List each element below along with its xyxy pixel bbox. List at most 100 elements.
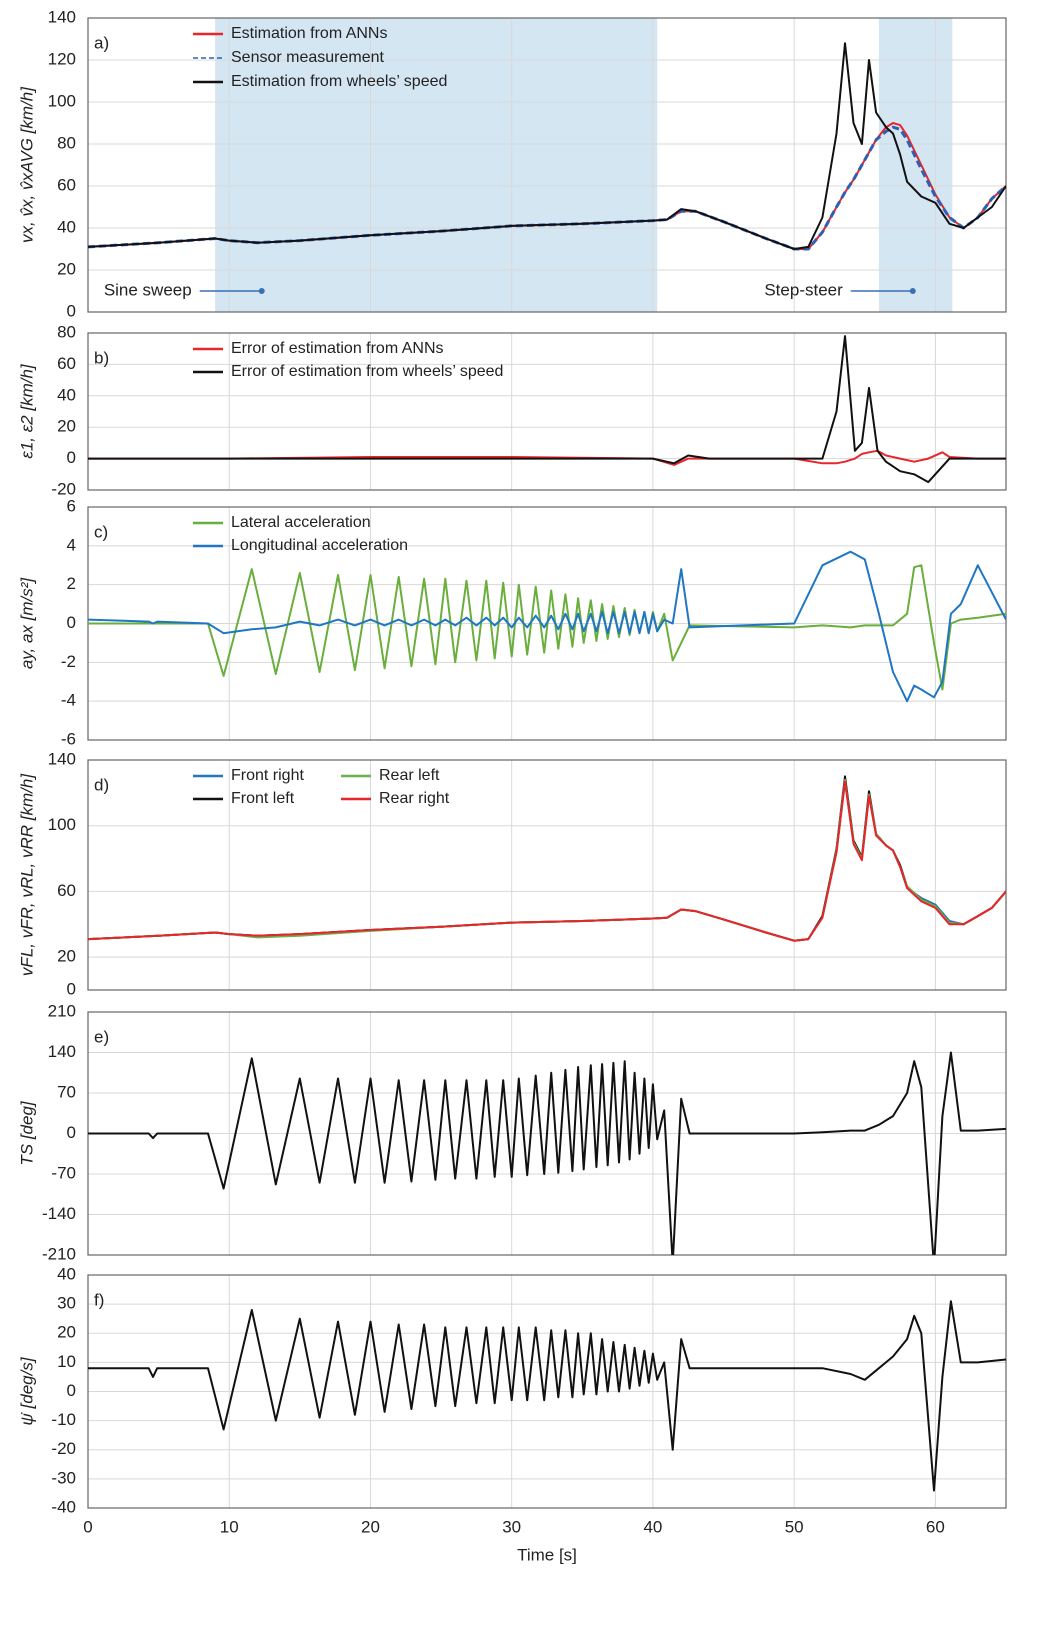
y-tick-label: -20 bbox=[51, 1439, 76, 1458]
y-tick-label: 0 bbox=[67, 1123, 76, 1142]
series-line bbox=[88, 780, 1006, 942]
y-tick-label: -30 bbox=[51, 1468, 76, 1487]
y-tick-label: -4 bbox=[61, 691, 76, 710]
legend-label: Estimation from wheels’ speed bbox=[231, 73, 447, 90]
y-axis-label: vFL, vFR, vRL, vRR [km/h] bbox=[17, 773, 36, 976]
panel-label: e) bbox=[94, 1027, 109, 1046]
y-axis-label: ψ̇ [deg/s] bbox=[17, 1356, 36, 1425]
y-tick-label: -2 bbox=[61, 652, 76, 671]
legend-label: Lateral acceleration bbox=[231, 514, 371, 531]
plot-frame bbox=[87, 17, 1007, 313]
y-tick-label: -10 bbox=[51, 1410, 76, 1429]
plot-frame bbox=[87, 1274, 1007, 1509]
y-axis-label: vx, v̂x, v̂xAVG [km/h] bbox=[17, 86, 36, 243]
y-tick-label: 2 bbox=[67, 574, 76, 593]
panel-label: c) bbox=[94, 522, 108, 541]
annotation-dot bbox=[909, 288, 916, 294]
series-line bbox=[88, 335, 1006, 484]
x-tick-label: 30 bbox=[502, 1517, 521, 1536]
y-tick-label: 0 bbox=[67, 301, 76, 320]
plot-background bbox=[88, 333, 1006, 490]
panel: 0 20 40 60 80 100 120 140 Sine sweep Step-steer a)… bbox=[17, 7, 1007, 320]
annotation-text: Sine sweep bbox=[104, 280, 192, 299]
legend-label: Error of estimation from wheels’ speed bbox=[231, 363, 503, 380]
shaded-region bbox=[878, 18, 953, 312]
y-tick-label: -6 bbox=[61, 729, 76, 748]
y-tick-label: 40 bbox=[57, 385, 76, 404]
legend-label: Sensor measurement bbox=[231, 49, 385, 66]
panel: 0 20 60 100 140 d) Front right Front left Rear l… bbox=[17, 749, 1007, 998]
y-tick-label: 140 bbox=[48, 1042, 76, 1061]
legend: Error of estimation from ANNs Error of es… bbox=[193, 340, 503, 380]
y-tick-label: 80 bbox=[57, 133, 76, 152]
y-tick-label: 80 bbox=[57, 322, 76, 341]
y-tick-label: 6 bbox=[67, 496, 76, 515]
x-tick-label: 0 bbox=[83, 1517, 92, 1536]
series-line bbox=[88, 42, 1006, 250]
legend-label: Front right bbox=[231, 767, 304, 784]
y-tick-label: 40 bbox=[57, 1264, 76, 1283]
x-tick-label: 20 bbox=[361, 1517, 380, 1536]
legend: Estimation from ANNs Sensor measurement Es… bbox=[193, 25, 447, 90]
y-tick-label: 4 bbox=[67, 535, 76, 554]
panel: -210 -140 -70 0 70 140 210 e) TS [deg] bbox=[17, 1001, 1007, 1263]
annotation-dot bbox=[258, 288, 265, 294]
x-axis-label: Time [s] bbox=[517, 1545, 577, 1564]
x-tick-label: 40 bbox=[643, 1517, 662, 1536]
y-tick-label: 30 bbox=[57, 1294, 76, 1313]
y-tick-label: -140 bbox=[42, 1204, 76, 1223]
plot-background bbox=[88, 760, 1006, 990]
y-tick-label: 0 bbox=[67, 448, 76, 467]
y-tick-label: -20 bbox=[51, 479, 76, 498]
y-tick-label: 20 bbox=[57, 947, 76, 966]
series-line bbox=[88, 125, 1006, 251]
panel-label: b) bbox=[94, 348, 109, 367]
y-tick-label: -40 bbox=[51, 1497, 76, 1516]
y-tick-label: 10 bbox=[57, 1352, 76, 1371]
y-tick-label: 100 bbox=[48, 815, 76, 834]
panel: -20 0 20 40 60 80 b) Error of estimation from A… bbox=[17, 322, 1007, 498]
y-tick-label: -210 bbox=[42, 1244, 76, 1263]
y-tick-label: 0 bbox=[67, 979, 76, 998]
legend-label: Error of estimation from ANNs bbox=[231, 340, 444, 357]
panel: -6 -4 -2 0 2 4 6 c) Lateral acceleration Longitud… bbox=[17, 496, 1007, 748]
legend-label: Estimation from ANNs bbox=[231, 25, 387, 42]
annotation-text: Step-steer bbox=[764, 280, 843, 299]
panel: 0 10 20 30 40 50 60 -40 -30 -20 -10 0 10 20 30 40 f) ψ̇ [… bbox=[17, 1264, 1007, 1564]
legend-label: Front left bbox=[231, 790, 295, 807]
y-axis-label: ε1, ε2 [km/h] bbox=[17, 363, 36, 459]
legend-label: Longitudinal acceleration bbox=[231, 537, 408, 554]
series-line bbox=[88, 1051, 1006, 1255]
y-tick-label: 70 bbox=[57, 1082, 76, 1101]
shaded-region bbox=[215, 18, 658, 312]
y-tick-label: 60 bbox=[57, 175, 76, 194]
series-group bbox=[88, 550, 1006, 703]
series-group bbox=[88, 1051, 1006, 1255]
series-group bbox=[88, 42, 1006, 251]
series-group bbox=[88, 1300, 1006, 1492]
y-tick-label: 0 bbox=[67, 613, 76, 632]
y-tick-label: 60 bbox=[57, 354, 76, 373]
plot-frame bbox=[87, 332, 1007, 491]
y-tick-label: 120 bbox=[48, 49, 76, 68]
x-tick-label: 10 bbox=[220, 1517, 239, 1536]
y-tick-label: 0 bbox=[67, 1381, 76, 1400]
series-group bbox=[88, 775, 1006, 942]
y-tick-label: 140 bbox=[48, 7, 76, 26]
x-tick-label: 50 bbox=[785, 1517, 804, 1536]
legend-label: Rear left bbox=[379, 767, 440, 784]
y-tick-label: 140 bbox=[48, 749, 76, 768]
y-tick-label: 20 bbox=[57, 1323, 76, 1342]
legend: Front right Front left Rear left Rear right bbox=[193, 767, 450, 807]
x-tick-label: 60 bbox=[926, 1517, 945, 1536]
series-group bbox=[88, 335, 1006, 484]
y-tick-label: 100 bbox=[48, 91, 76, 110]
y-tick-label: 20 bbox=[57, 417, 76, 436]
panel-label: d) bbox=[94, 775, 109, 794]
panel-label: f) bbox=[94, 1290, 104, 1309]
series-line bbox=[88, 1300, 1006, 1492]
panel-label: a) bbox=[94, 33, 109, 52]
y-tick-label: 210 bbox=[48, 1001, 76, 1020]
y-axis-label: TS [deg] bbox=[17, 1100, 36, 1166]
